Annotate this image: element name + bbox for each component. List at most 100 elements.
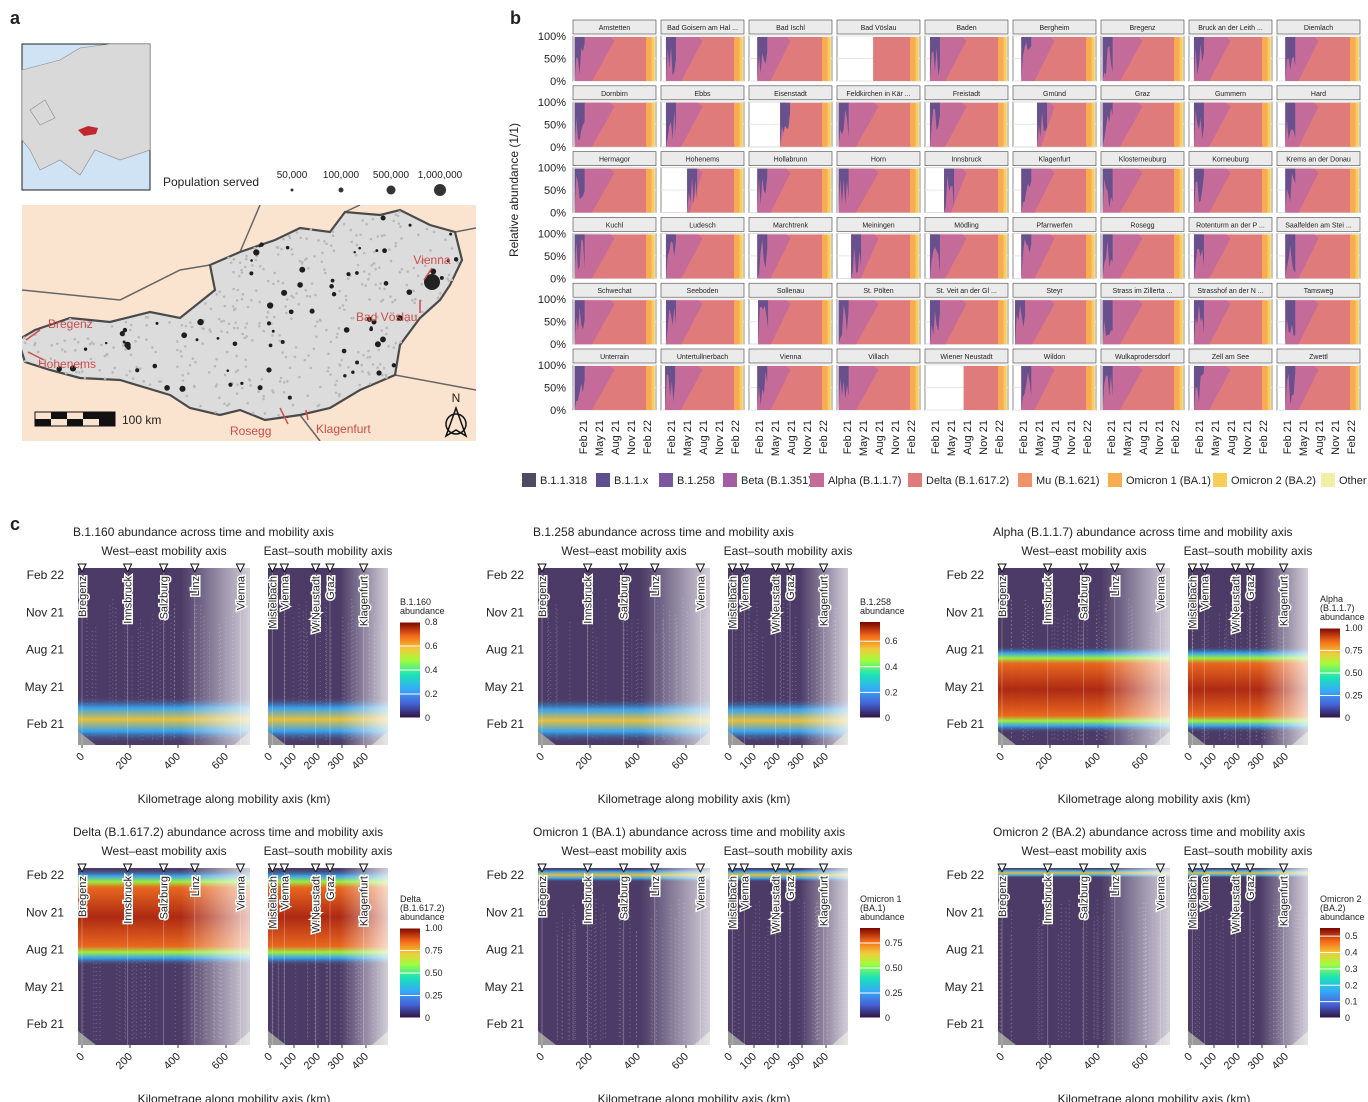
- area-omicron2: [1091, 37, 1095, 81]
- area-omicron2: [651, 300, 655, 345]
- x-tick-label: 600: [1130, 1051, 1151, 1072]
- city-marker: [279, 863, 290, 874]
- city-marker: [1230, 863, 1241, 874]
- facet-title: Marchtrenk: [773, 222, 809, 229]
- area-omicron1: [1086, 37, 1092, 81]
- plant-dot: [350, 240, 354, 244]
- plant-dot: [282, 237, 285, 241]
- plant-dot: [226, 330, 229, 334]
- facet-title: Vienna: [780, 354, 802, 361]
- city-marker: [818, 563, 829, 574]
- y-tick-label: 50%: [544, 251, 566, 263]
- sampled-dot: [155, 321, 159, 325]
- x-tick-label: Nov 21: [802, 420, 814, 455]
- strip: [1100, 282, 1185, 298]
- x-tick-label: Feb 22: [1346, 420, 1358, 454]
- y-tick-label: Aug 21: [486, 943, 524, 957]
- strip: [660, 217, 745, 232]
- plant-dot: [391, 300, 394, 304]
- y-tick-label: 0%: [550, 76, 566, 88]
- x-tick-label: 300: [1246, 1051, 1267, 1072]
- sampled-dot: [285, 245, 290, 250]
- plant-dot: [220, 320, 223, 323]
- y-tick-label: 50%: [544, 383, 566, 395]
- plant-dot: [272, 315, 276, 319]
- sampled-dot: [299, 266, 306, 273]
- city-marker: [582, 563, 593, 574]
- city-marker: [1078, 863, 1089, 874]
- plant-dot: [145, 323, 148, 327]
- area-b11x: [574, 168, 585, 213]
- area-omicron1: [1350, 366, 1356, 410]
- colorbar-tick-label: 0: [425, 1013, 430, 1023]
- plant-dot: [342, 222, 346, 226]
- plant-dot: [384, 373, 388, 377]
- subtitle: West–east mobility axis: [101, 544, 226, 558]
- plant-dot: [241, 293, 245, 296]
- area-omicron1: [822, 300, 828, 345]
- area-b11x: [687, 168, 698, 213]
- plant-dot: [189, 321, 192, 324]
- y-tick-label: Feb 21: [947, 717, 985, 731]
- strip: [836, 348, 921, 364]
- area-omicron2: [1179, 366, 1183, 410]
- plant-dot: [64, 371, 68, 375]
- facet-title: Saalfelden am Stei ...: [1285, 222, 1352, 229]
- area-omicron2: [827, 300, 831, 345]
- colorbar-tick-label: 0: [1345, 713, 1350, 723]
- plant-dot: [380, 329, 384, 332]
- plant-dot: [375, 315, 379, 319]
- legend-swatch: [908, 473, 922, 487]
- x-tick-label: 600: [1130, 751, 1151, 772]
- plant-dot: [50, 343, 54, 347]
- legend-swatch: [1108, 473, 1122, 487]
- colorbar-tick-label: 1.00: [1345, 623, 1363, 633]
- city-marker: [189, 863, 200, 874]
- area-b11x: [1285, 102, 1296, 147]
- facet-title: Bad Ischl: [776, 25, 805, 32]
- plant-dot: [421, 310, 424, 314]
- x-tick-label: 0: [74, 751, 87, 764]
- y-tick-label: 50%: [544, 119, 566, 131]
- city-marker: [267, 563, 278, 574]
- plant-dot: [258, 264, 262, 268]
- sampled-dot: [297, 282, 303, 288]
- x-axis-label: Kilometrage along mobility axis (km): [598, 792, 791, 806]
- plant-dot: [234, 321, 237, 325]
- place-label: Rosegg: [230, 424, 271, 438]
- city-label: Klagenfurt: [359, 876, 371, 926]
- city-label: Graz: [1245, 876, 1257, 900]
- facet-title: Diemlach: [1304, 25, 1333, 32]
- scale-seg: [67, 419, 83, 426]
- x-tick-label: 400: [622, 1051, 643, 1072]
- legend-swatch: [659, 473, 673, 487]
- x-tick-label: Nov 21: [626, 420, 638, 455]
- sampled-dot: [346, 272, 351, 277]
- y-tick-label: 0%: [550, 405, 566, 417]
- strip: [1188, 282, 1273, 298]
- y-tick-label: May 21: [25, 680, 65, 694]
- x-tick-label: 300: [786, 751, 807, 772]
- city-label: W.Neustadt: [311, 576, 323, 633]
- colorbar-tick-label: 1.00: [425, 923, 443, 933]
- plant-dot: [393, 298, 397, 302]
- y-tick-label: 100%: [538, 97, 566, 109]
- plant-dot: [394, 341, 398, 345]
- plant-dot: [245, 257, 248, 261]
- city-marker: [1042, 563, 1053, 574]
- area-omicron2: [1355, 366, 1359, 410]
- area-b11x: [1193, 300, 1204, 345]
- area-b11x: [1193, 366, 1204, 410]
- edge-fade: [1101, 568, 1170, 745]
- y-tick-label: May 21: [485, 980, 525, 994]
- city-label: Salzburg: [159, 576, 171, 619]
- austria: [22, 208, 464, 422]
- facet-title: Strasshof an der N ...: [1197, 288, 1263, 295]
- plant-dot: [124, 348, 127, 351]
- sampled-dot: [408, 223, 412, 227]
- area-omicron2: [827, 102, 831, 147]
- x-tick-label: May 21: [1034, 420, 1046, 456]
- strip: [1276, 282, 1361, 298]
- facet-title: Strass im Zillerta ...: [1113, 288, 1173, 295]
- legend-label: Omicron 1 (BA.1): [1126, 475, 1211, 487]
